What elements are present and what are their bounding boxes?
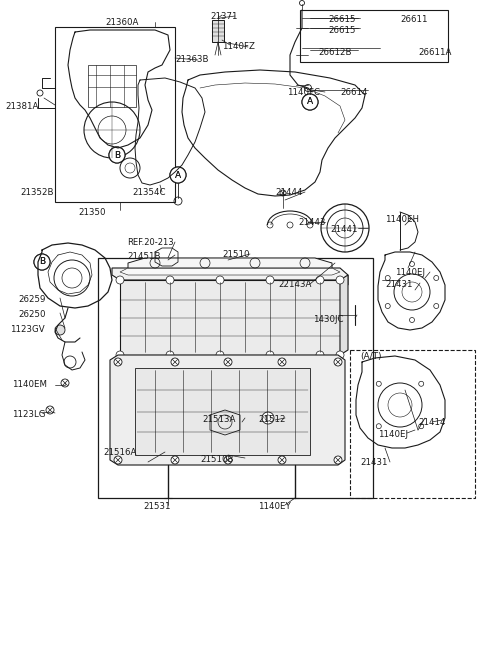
Text: 26614: 26614 bbox=[340, 88, 368, 97]
Text: 21512: 21512 bbox=[258, 415, 286, 424]
Circle shape bbox=[114, 358, 122, 366]
Circle shape bbox=[336, 276, 344, 284]
Text: 21363B: 21363B bbox=[175, 55, 208, 64]
Circle shape bbox=[166, 351, 174, 359]
Circle shape bbox=[216, 276, 224, 284]
Circle shape bbox=[116, 276, 124, 284]
Circle shape bbox=[266, 276, 274, 284]
Polygon shape bbox=[120, 280, 340, 355]
Polygon shape bbox=[128, 258, 332, 268]
Text: 26611A: 26611A bbox=[418, 48, 451, 57]
Polygon shape bbox=[135, 368, 310, 455]
Text: 1123LG: 1123LG bbox=[12, 410, 46, 419]
Circle shape bbox=[224, 456, 232, 464]
Bar bbox=[55, 27, 175, 202]
Circle shape bbox=[278, 358, 286, 366]
Text: 21352B: 21352B bbox=[20, 188, 53, 197]
Bar bbox=[300, 10, 448, 62]
Text: 21451B: 21451B bbox=[127, 252, 160, 261]
Polygon shape bbox=[340, 275, 348, 355]
Circle shape bbox=[302, 94, 318, 110]
Circle shape bbox=[34, 254, 50, 270]
Text: B: B bbox=[39, 258, 45, 266]
Circle shape bbox=[171, 358, 179, 366]
Text: 26259: 26259 bbox=[18, 295, 46, 304]
Text: 21443: 21443 bbox=[298, 218, 325, 227]
Text: 21510: 21510 bbox=[222, 250, 250, 259]
Circle shape bbox=[316, 276, 324, 284]
Circle shape bbox=[336, 351, 344, 359]
Polygon shape bbox=[120, 268, 340, 275]
Text: 21381A: 21381A bbox=[5, 102, 38, 111]
Text: A: A bbox=[175, 171, 181, 180]
Text: 1140EY: 1140EY bbox=[258, 502, 291, 511]
Circle shape bbox=[334, 358, 342, 366]
Text: (A/T): (A/T) bbox=[360, 352, 382, 361]
Text: 21516A: 21516A bbox=[103, 448, 136, 457]
Circle shape bbox=[46, 406, 54, 414]
Text: 21510B: 21510B bbox=[200, 455, 233, 464]
Circle shape bbox=[224, 358, 232, 366]
Circle shape bbox=[280, 190, 286, 196]
Text: 21371: 21371 bbox=[210, 12, 238, 21]
Circle shape bbox=[262, 412, 274, 424]
Circle shape bbox=[278, 456, 286, 464]
Text: 26612B: 26612B bbox=[318, 48, 351, 57]
Text: 21444: 21444 bbox=[275, 188, 302, 197]
Text: 1140FZ: 1140FZ bbox=[222, 42, 255, 51]
Text: 21360A: 21360A bbox=[105, 18, 138, 27]
Circle shape bbox=[116, 351, 124, 359]
Text: 1140EM: 1140EM bbox=[12, 380, 47, 389]
Text: 26250: 26250 bbox=[18, 310, 46, 319]
Circle shape bbox=[171, 456, 179, 464]
Text: 21354C: 21354C bbox=[132, 188, 166, 197]
Text: 21414: 21414 bbox=[418, 418, 445, 427]
Text: A: A bbox=[307, 98, 313, 106]
Circle shape bbox=[109, 147, 125, 163]
Circle shape bbox=[64, 356, 76, 368]
Text: 21431: 21431 bbox=[360, 458, 387, 467]
Text: 1430JC: 1430JC bbox=[313, 315, 344, 324]
Text: 1123GV: 1123GV bbox=[10, 325, 45, 334]
Circle shape bbox=[216, 351, 224, 359]
Circle shape bbox=[55, 325, 65, 335]
Text: 26615: 26615 bbox=[328, 26, 356, 35]
Text: 21441: 21441 bbox=[330, 225, 358, 234]
Text: REF.20-213: REF.20-213 bbox=[127, 238, 174, 247]
Text: A: A bbox=[175, 171, 181, 180]
Circle shape bbox=[61, 379, 69, 387]
Bar bbox=[88, 65, 136, 107]
Circle shape bbox=[109, 147, 125, 163]
Circle shape bbox=[334, 456, 342, 464]
Bar bbox=[98, 258, 373, 498]
Text: 21350: 21350 bbox=[78, 208, 106, 217]
Bar bbox=[350, 350, 475, 498]
Text: 22143A: 22143A bbox=[278, 280, 312, 289]
Text: 21513A: 21513A bbox=[202, 415, 235, 424]
Circle shape bbox=[170, 167, 186, 183]
Text: 26615: 26615 bbox=[328, 15, 356, 24]
Text: B: B bbox=[114, 150, 120, 159]
Text: A: A bbox=[307, 98, 313, 106]
Circle shape bbox=[114, 456, 122, 464]
Text: 1140FC: 1140FC bbox=[287, 88, 320, 97]
Text: 1140EJ: 1140EJ bbox=[395, 268, 425, 277]
Text: 21431: 21431 bbox=[385, 280, 412, 289]
Circle shape bbox=[34, 254, 50, 270]
Circle shape bbox=[316, 351, 324, 359]
Circle shape bbox=[302, 94, 318, 110]
Text: B: B bbox=[114, 150, 120, 159]
Circle shape bbox=[166, 276, 174, 284]
Polygon shape bbox=[112, 268, 348, 285]
Text: B: B bbox=[39, 258, 45, 266]
Polygon shape bbox=[110, 355, 345, 465]
Text: 26611: 26611 bbox=[400, 15, 428, 24]
Text: 1140EJ: 1140EJ bbox=[378, 430, 408, 439]
Bar bbox=[212, 20, 224, 42]
Text: 21531: 21531 bbox=[143, 502, 170, 511]
Text: 1140EH: 1140EH bbox=[385, 215, 419, 224]
Circle shape bbox=[266, 351, 274, 359]
Circle shape bbox=[170, 167, 186, 183]
